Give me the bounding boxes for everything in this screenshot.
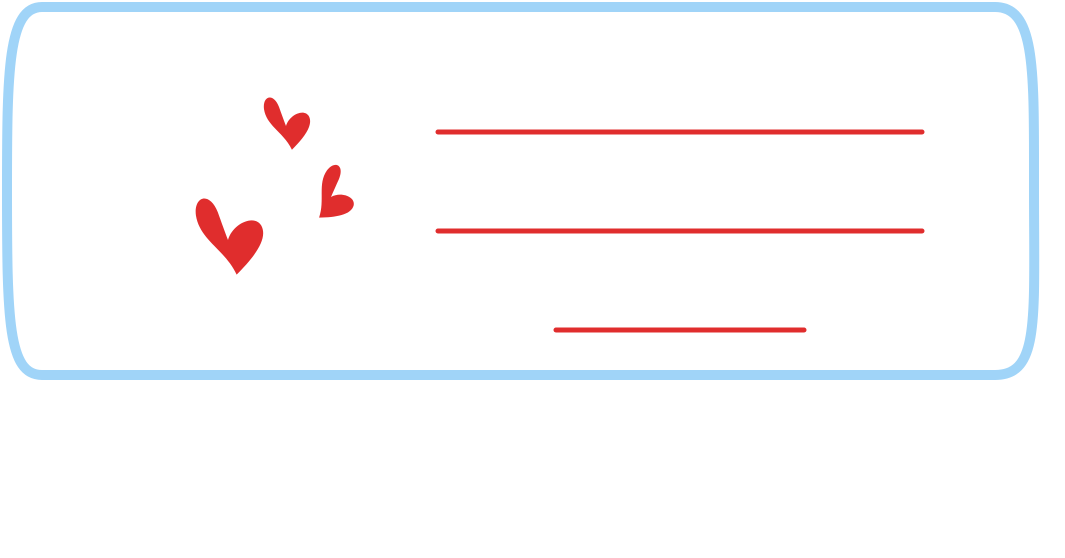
hearts-decoration xyxy=(195,97,354,275)
writing-lines xyxy=(435,129,925,333)
label-card-frame xyxy=(2,2,1040,380)
heart-icon xyxy=(263,97,310,150)
heart-icon xyxy=(195,198,263,275)
heart-icon xyxy=(319,164,354,218)
